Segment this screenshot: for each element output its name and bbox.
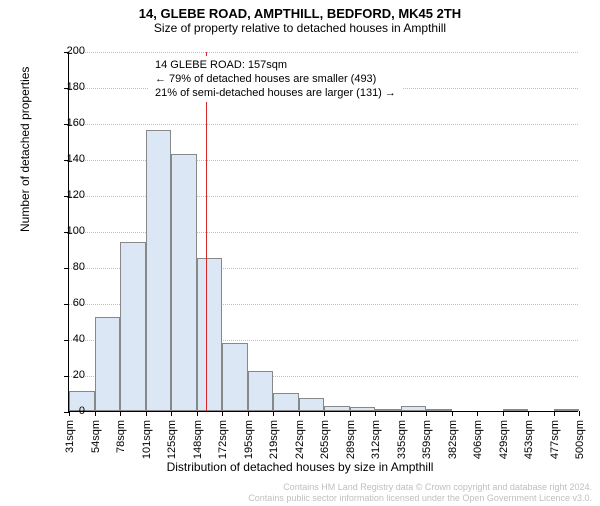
gridline [69,124,578,125]
ytick-label: 0 [45,405,85,417]
xtick-mark [426,411,427,416]
xtick-label: 335sqm [396,420,408,460]
page-title: 14, GLEBE ROAD, AMPTHILL, BEDFORD, MK45 … [0,6,600,21]
xtick-label: 500sqm [574,420,586,460]
footer-line-1: Contains HM Land Registry data © Crown c… [248,482,592,493]
footer-line-2: Contains public sector information licen… [248,493,592,504]
xtick-label: 242sqm [294,420,306,460]
xtick-label: 312sqm [370,420,382,460]
ytick-label: 140 [45,153,85,165]
histogram-bar [95,317,121,411]
xtick-label: 219sqm [268,420,280,460]
footer-attribution: Contains HM Land Registry data © Crown c… [248,482,592,504]
annotation-line-2: ← 79% of detached houses are smaller (49… [155,72,396,86]
y-axis-label: Number of detached properties [18,67,32,232]
xtick-label: 101sqm [141,420,153,460]
xtick-mark [120,411,121,416]
xtick-mark [579,411,580,416]
xtick-label: 477sqm [549,420,561,460]
annotation-line-3: 21% of semi-detached houses are larger (… [155,86,396,100]
plot-area: 14 GLEBE ROAD: 157sqm ← 79% of detached … [68,52,578,412]
histogram-bar [554,409,580,411]
xtick-mark [146,411,147,416]
xtick-mark [248,411,249,416]
xtick-mark [350,411,351,416]
histogram-bar [299,398,325,411]
xtick-mark [273,411,274,416]
xtick-mark [222,411,223,416]
histogram-bar [222,343,248,411]
ytick-label: 100 [45,225,85,237]
xtick-label: 429sqm [498,420,510,460]
histogram-bar [273,393,299,411]
histogram-bar [197,258,223,411]
histogram-bar [503,409,529,411]
annotation-line-1: 14 GLEBE ROAD: 157sqm [155,58,396,72]
histogram-bar [248,371,274,411]
annotation-box: 14 GLEBE ROAD: 157sqm ← 79% of detached … [149,56,402,102]
xtick-label: 172sqm [217,420,229,460]
xtick-mark [477,411,478,416]
histogram-bar [324,406,350,411]
xtick-label: 265sqm [319,420,331,460]
histogram-bar [426,409,452,411]
xtick-mark [554,411,555,416]
xtick-mark [171,411,172,416]
histogram-bar [401,406,427,411]
reference-line [206,52,207,411]
ytick-label: 80 [45,261,85,273]
ytick-label: 120 [45,189,85,201]
xtick-label: 31sqm [64,420,76,460]
xtick-mark [503,411,504,416]
xtick-mark [375,411,376,416]
x-axis-label: Distribution of detached houses by size … [0,460,600,474]
xtick-label: 289sqm [345,420,357,460]
xtick-label: 78sqm [115,420,127,460]
ytick-label: 60 [45,297,85,309]
xtick-mark [197,411,198,416]
ytick-label: 20 [45,369,85,381]
ytick-label: 40 [45,333,85,345]
xtick-mark [95,411,96,416]
xtick-mark [528,411,529,416]
xtick-label: 125sqm [166,420,178,460]
chart-subtitle: Size of property relative to detached ho… [0,21,600,35]
histogram-bar [120,242,146,411]
histogram-bar [171,154,197,411]
xtick-mark [299,411,300,416]
xtick-label: 453sqm [523,420,535,460]
ytick-label: 180 [45,81,85,93]
xtick-label: 406sqm [472,420,484,460]
chart-container: 14, GLEBE ROAD, AMPTHILL, BEDFORD, MK45 … [0,6,600,506]
ytick-label: 200 [45,45,85,57]
xtick-label: 148sqm [192,420,204,460]
histogram-bar [146,130,172,411]
xtick-label: 359sqm [421,420,433,460]
xtick-mark [401,411,402,416]
gridline [69,52,578,53]
xtick-label: 195sqm [243,420,255,460]
xtick-label: 382sqm [447,420,459,460]
xtick-mark [324,411,325,416]
xtick-mark [452,411,453,416]
xtick-label: 54sqm [90,420,102,460]
ytick-label: 160 [45,117,85,129]
histogram-bar [350,407,376,411]
histogram-bar [375,409,401,411]
